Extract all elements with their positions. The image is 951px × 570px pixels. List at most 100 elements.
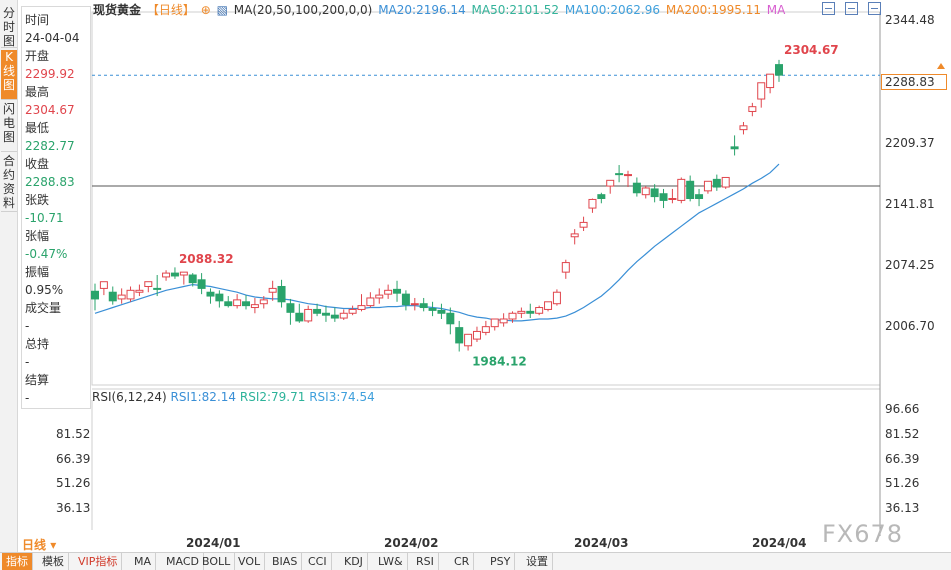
zoom-out-icon[interactable] bbox=[822, 2, 836, 15]
candle-body[interactable] bbox=[197, 279, 206, 289]
candle-body[interactable] bbox=[348, 308, 357, 314]
candle-body[interactable] bbox=[623, 174, 632, 177]
candle-body[interactable] bbox=[295, 312, 304, 322]
candle-body[interactable] bbox=[99, 281, 108, 289]
candle-body[interactable] bbox=[375, 294, 384, 299]
candle-body[interactable] bbox=[481, 326, 490, 333]
candle-body[interactable] bbox=[615, 173, 624, 176]
candle-body[interactable] bbox=[570, 233, 579, 238]
candle-body[interactable] bbox=[766, 73, 775, 89]
candle-body[interactable] bbox=[144, 281, 153, 287]
toolbar-item-8[interactable]: CCI bbox=[304, 553, 332, 570]
candle-body[interactable] bbox=[357, 305, 366, 310]
candle-body[interactable] bbox=[428, 307, 437, 311]
candle-body[interactable] bbox=[286, 303, 295, 313]
tab-contract-info[interactable]: 合约资料 bbox=[1, 154, 17, 212]
candle-body[interactable] bbox=[321, 312, 330, 316]
toolbar-item-7[interactable]: BIAS bbox=[268, 553, 303, 570]
candle-body[interactable] bbox=[552, 291, 561, 305]
candle-body[interactable] bbox=[588, 198, 597, 209]
toolbar-item-12[interactable]: CR bbox=[450, 553, 475, 570]
toolbar-item-9[interactable]: KDJ bbox=[340, 553, 368, 570]
candle-body[interactable] bbox=[304, 308, 313, 322]
candle-body[interactable] bbox=[472, 330, 481, 340]
candle-body[interactable] bbox=[117, 294, 126, 300]
candle-body[interactable] bbox=[437, 309, 446, 314]
candle-body[interactable] bbox=[721, 176, 730, 188]
candle-body[interactable] bbox=[775, 64, 783, 76]
candle-body[interactable] bbox=[206, 291, 215, 297]
rsi-label[interactable]: RSI(6,12,24) bbox=[92, 390, 167, 404]
tab-timeshare[interactable]: 分时图 bbox=[1, 6, 17, 48]
candle-body[interactable] bbox=[330, 314, 339, 319]
toolbar-item-13[interactable]: PSY bbox=[486, 553, 516, 570]
tab-kline[interactable]: K线图 bbox=[1, 50, 17, 100]
candle-body[interactable] bbox=[446, 312, 455, 325]
candle-body[interactable] bbox=[170, 272, 179, 277]
candle-body[interactable] bbox=[250, 304, 259, 309]
candle-body[interactable] bbox=[632, 182, 641, 194]
candle-body[interactable] bbox=[757, 82, 766, 100]
candle-body[interactable] bbox=[179, 271, 188, 276]
candle-body[interactable] bbox=[641, 187, 650, 196]
candle-body[interactable] bbox=[490, 318, 499, 328]
candle-body[interactable] bbox=[135, 289, 144, 293]
candle-body[interactable] bbox=[748, 106, 757, 112]
toolbar-item-14[interactable]: 设置 bbox=[522, 553, 553, 570]
toolbar-item-2[interactable]: VIP指标 bbox=[74, 553, 123, 570]
toolbar-item-6[interactable]: VOL bbox=[234, 553, 266, 570]
candle-body[interactable] bbox=[695, 194, 704, 200]
candle-body[interactable] bbox=[366, 297, 375, 307]
candle-body[interactable] bbox=[277, 285, 286, 303]
candle-body[interactable] bbox=[499, 318, 508, 324]
candle-body[interactable] bbox=[126, 289, 135, 300]
candle-body[interactable] bbox=[703, 180, 712, 192]
candle-body[interactable] bbox=[259, 299, 268, 305]
candle-body[interactable] bbox=[668, 198, 677, 200]
candle-body[interactable] bbox=[464, 333, 473, 347]
candle-body[interactable] bbox=[410, 303, 419, 306]
candle-body[interactable] bbox=[224, 301, 233, 307]
candle-body[interactable] bbox=[339, 312, 348, 319]
period-select[interactable]: 日线 ▾ bbox=[22, 538, 57, 552]
candle-body[interactable] bbox=[419, 303, 428, 309]
candle-body[interactable] bbox=[535, 307, 544, 314]
zoom-in-icon[interactable] bbox=[845, 2, 859, 15]
candle-body[interactable] bbox=[686, 180, 695, 200]
candle-body[interactable] bbox=[606, 179, 615, 187]
toolbar-item-11[interactable]: RSI bbox=[412, 553, 439, 570]
candle-body[interactable] bbox=[712, 178, 721, 188]
candle-body[interactable] bbox=[508, 312, 517, 320]
toolbar-item-3[interactable]: MA bbox=[130, 553, 157, 570]
candle-body[interactable] bbox=[162, 272, 171, 278]
candle-body[interactable] bbox=[313, 308, 322, 314]
candle-body[interactable] bbox=[188, 274, 197, 284]
ma-label[interactable]: MA(20,50,100,200,0,0) bbox=[233, 3, 373, 17]
candle-body[interactable] bbox=[91, 290, 99, 300]
toolbar-item-1[interactable]: 模板 bbox=[38, 553, 69, 570]
toolbar-item-4[interactable]: MACD bbox=[162, 553, 204, 570]
tab-flash-chart[interactable]: 闪电图 bbox=[1, 102, 17, 152]
period-label[interactable]: 【日线】 bbox=[146, 3, 195, 17]
candle-body[interactable] bbox=[242, 301, 251, 307]
candle-body[interactable] bbox=[233, 299, 242, 307]
toolbar-item-0[interactable]: 指标 bbox=[2, 553, 33, 570]
candle-body[interactable] bbox=[215, 293, 224, 302]
candle-body[interactable] bbox=[739, 125, 748, 131]
toolbar-item-5[interactable]: BOLL bbox=[198, 553, 236, 570]
candle-body[interactable] bbox=[597, 194, 606, 200]
settings-icon[interactable]: ⊕ bbox=[200, 3, 211, 17]
candle-body[interactable] bbox=[108, 291, 117, 302]
toolbar-item-10[interactable]: LW& bbox=[374, 553, 408, 570]
candle-body[interactable] bbox=[730, 146, 739, 150]
candle-body[interactable] bbox=[579, 221, 588, 228]
candle-body[interactable] bbox=[677, 178, 686, 201]
restore-icon[interactable] bbox=[868, 2, 881, 15]
candle-body[interactable] bbox=[650, 188, 659, 198]
candle-body[interactable] bbox=[544, 301, 553, 310]
candle-body[interactable] bbox=[526, 310, 535, 314]
candle-body[interactable] bbox=[268, 287, 277, 293]
candle-body[interactable] bbox=[517, 310, 526, 314]
candle-body[interactable] bbox=[384, 289, 393, 295]
candle-body[interactable] bbox=[561, 262, 570, 273]
